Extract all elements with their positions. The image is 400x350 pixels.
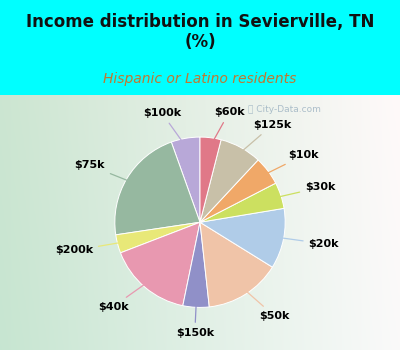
Text: ⓘ City-Data.com: ⓘ City-Data.com <box>248 105 321 114</box>
Wedge shape <box>200 140 258 222</box>
Wedge shape <box>200 137 221 222</box>
Text: $10k: $10k <box>262 150 319 176</box>
Text: Hispanic or Latino residents: Hispanic or Latino residents <box>103 72 297 86</box>
Text: $75k: $75k <box>74 160 133 183</box>
Text: $20k: $20k <box>276 237 339 249</box>
Wedge shape <box>115 142 200 235</box>
Wedge shape <box>116 222 200 253</box>
Wedge shape <box>171 137 200 222</box>
Text: Income distribution in Sevierville, TN
(%): Income distribution in Sevierville, TN (… <box>26 13 374 51</box>
Text: $50k: $50k <box>242 287 290 321</box>
Wedge shape <box>200 160 276 222</box>
Text: $125k: $125k <box>238 120 291 155</box>
Text: $30k: $30k <box>274 182 336 198</box>
Wedge shape <box>200 222 272 307</box>
Wedge shape <box>183 222 209 307</box>
Text: $60k: $60k <box>211 107 244 146</box>
Text: $150k: $150k <box>176 300 214 338</box>
Wedge shape <box>200 208 285 267</box>
Text: $200k: $200k <box>55 242 125 256</box>
Wedge shape <box>120 222 200 306</box>
Wedge shape <box>200 183 284 222</box>
Text: $100k: $100k <box>143 108 186 146</box>
Text: $40k: $40k <box>98 281 149 312</box>
